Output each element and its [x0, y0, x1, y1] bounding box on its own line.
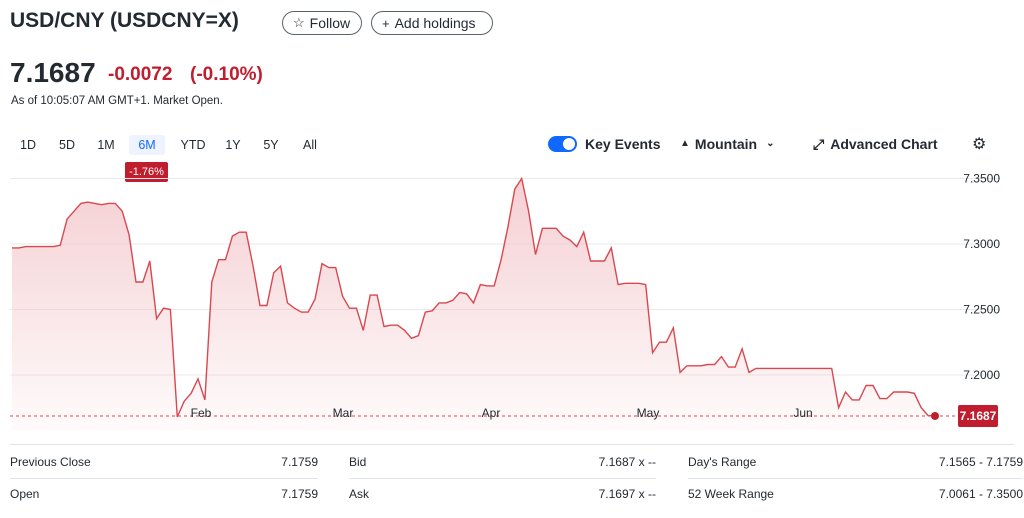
stat-value: 7.1687 x --	[598, 455, 656, 469]
gear-icon[interactable]: ⚙	[972, 136, 987, 153]
mountain-icon: ▲	[680, 138, 690, 149]
range-button-6m[interactable]: 6M	[129, 135, 165, 155]
expand-icon: ⤢	[813, 136, 825, 152]
stat-value: 7.1565 - 7.1759	[938, 455, 1023, 469]
series-area	[12, 178, 935, 430]
last-price-label: 7.1687	[960, 409, 997, 423]
chart-type-dropdown[interactable]: ▲ Mountain ⌄	[680, 135, 775, 153]
range-button-5y[interactable]: 5Y	[263, 138, 279, 152]
chevron-down-icon: ⌄	[766, 138, 775, 149]
y-tick-label: 7.2000	[963, 368, 1000, 382]
y-tick-label: 7.3500	[963, 171, 1000, 185]
x-tick-label: May	[637, 406, 660, 420]
market-status: As of 10:05:07 AM GMT+1. Market Open.	[11, 95, 223, 107]
plus-icon: +	[382, 15, 390, 31]
add-holdings-label: Add holdings	[394, 15, 476, 31]
current-price: 7.1687	[10, 57, 96, 88]
page-title: USD/CNY (USDCNY=X)	[10, 9, 239, 32]
stat-label: Day's Range	[688, 455, 757, 469]
stat-label: Bid	[349, 455, 367, 469]
star-icon: ☆	[293, 15, 305, 30]
stat-label: 52 Week Range	[688, 487, 774, 501]
x-tick-label: Feb	[191, 406, 212, 420]
advanced-chart-button[interactable]: ⤢ Advanced Chart	[813, 135, 938, 153]
x-tick-label: Mar	[333, 406, 354, 420]
follow-label: Follow	[309, 15, 351, 31]
range-button-1d[interactable]: 1D	[20, 138, 36, 152]
stat-value: 7.0061 - 7.3500	[938, 487, 1023, 501]
x-tick-label: Jun	[793, 406, 812, 420]
stat-value: 7.1759	[281, 487, 318, 501]
y-tick-label: 7.2500	[963, 302, 1000, 316]
last-price-badge	[958, 404, 998, 427]
stat-value: 7.1697 x --	[598, 487, 656, 501]
price-chart: 7.1687 Feb Mar Apr May Jun 7.3500 7.3000 7.250…	[10, 171, 1000, 430]
x-tick-label: Apr	[482, 406, 501, 420]
advanced-chart-label: Advanced Chart	[830, 136, 938, 152]
stat-label: Ask	[349, 487, 370, 501]
series-line	[12, 176, 936, 418]
range-button-ytd[interactable]: YTD	[180, 138, 206, 152]
follow-button[interactable]: ☆ Follow	[282, 11, 362, 35]
range-button-1m[interactable]: 1M	[97, 138, 115, 152]
stat-value: 7.1759	[281, 455, 318, 469]
key-events-toggle[interactable]	[548, 136, 577, 152]
stat-label: Previous Close	[10, 455, 91, 469]
stats-divider	[10, 444, 1014, 445]
chart-type-label: Mountain	[694, 136, 758, 152]
range-button-all[interactable]: All	[303, 138, 317, 152]
stats-row-divider	[688, 478, 1023, 479]
stat-label: Open	[10, 487, 40, 501]
y-tick-label: 7.3000	[963, 237, 1000, 251]
key-events-label: Key Events	[585, 136, 661, 152]
last-price-dot	[931, 411, 939, 420]
add-holdings-button[interactable]: + Add holdings	[371, 11, 493, 35]
range-button-5d[interactable]: 5D	[59, 138, 75, 152]
range-performance-badge: -1.76%	[125, 162, 168, 182]
stats-row-divider	[10, 478, 318, 479]
stats-row-divider	[349, 478, 656, 479]
price-change: -0.0072	[108, 64, 173, 85]
range-button-1y[interactable]: 1Y	[225, 138, 241, 152]
price-change-percent: (-0.10%)	[190, 64, 263, 85]
